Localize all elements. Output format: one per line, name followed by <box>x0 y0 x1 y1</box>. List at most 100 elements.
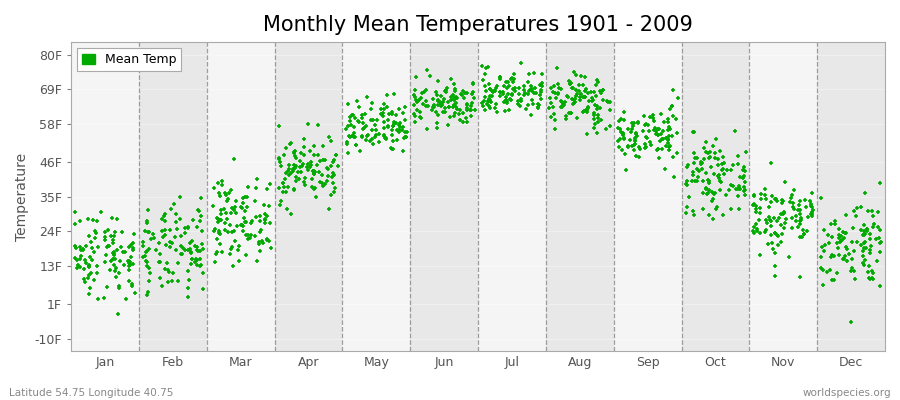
Point <box>140 228 155 235</box>
Point <box>632 154 646 160</box>
Point <box>531 104 545 110</box>
Point <box>74 253 88 259</box>
Point <box>348 114 363 121</box>
Point <box>554 98 569 105</box>
Point <box>520 102 535 108</box>
Point <box>453 107 467 114</box>
Point <box>554 104 568 110</box>
Point <box>732 205 746 212</box>
Point <box>654 130 669 137</box>
Point <box>482 105 497 112</box>
Point <box>695 166 709 172</box>
Point <box>460 118 474 125</box>
Point <box>87 249 102 256</box>
Point <box>378 134 392 141</box>
Point <box>827 252 842 259</box>
Point <box>590 112 605 118</box>
Point <box>136 239 150 246</box>
Point <box>525 97 539 103</box>
Point <box>612 144 626 150</box>
Point <box>844 318 859 325</box>
Point <box>662 133 677 140</box>
Point <box>702 154 716 161</box>
Point <box>347 134 362 140</box>
Point <box>240 204 255 210</box>
Point <box>863 246 878 253</box>
Point <box>728 128 742 134</box>
Point <box>521 91 535 97</box>
Point <box>321 206 336 212</box>
Point <box>738 191 752 198</box>
Point <box>409 94 423 100</box>
Point <box>236 222 250 229</box>
Point <box>873 240 887 246</box>
Point <box>249 258 264 264</box>
Point <box>110 246 124 253</box>
Point <box>73 264 87 270</box>
Point <box>504 75 518 82</box>
Point <box>304 162 319 168</box>
Point <box>381 116 395 123</box>
Point <box>576 81 590 88</box>
Point <box>616 131 630 137</box>
Point <box>237 215 251 221</box>
Point <box>320 166 335 172</box>
Point <box>171 278 185 284</box>
Point <box>356 120 370 126</box>
Point <box>396 109 410 116</box>
Point <box>140 262 155 269</box>
Point <box>651 132 665 138</box>
Point <box>138 253 152 259</box>
Point <box>652 138 667 145</box>
Bar <box>207 42 274 351</box>
Point <box>395 126 410 133</box>
Point <box>431 102 446 108</box>
Point <box>729 186 743 192</box>
Point <box>701 176 716 183</box>
Point <box>184 249 198 256</box>
Point <box>621 142 635 149</box>
Point <box>612 118 626 124</box>
Point <box>215 178 230 184</box>
Point <box>226 263 240 269</box>
Point <box>691 174 706 180</box>
Point <box>644 139 658 145</box>
Point <box>790 207 805 214</box>
Point <box>761 204 776 210</box>
Point <box>772 215 787 221</box>
Point <box>738 179 752 185</box>
Point <box>562 81 577 87</box>
Point <box>122 260 137 266</box>
Point <box>787 206 801 212</box>
Point <box>650 131 664 137</box>
Point <box>107 252 122 258</box>
Point <box>263 181 277 187</box>
Point <box>419 67 434 74</box>
Point <box>776 210 790 217</box>
Bar <box>139 42 207 351</box>
Point <box>720 167 734 174</box>
Point <box>387 90 401 97</box>
Point <box>513 96 527 102</box>
Point <box>616 134 631 141</box>
Point <box>701 190 716 196</box>
Point <box>501 107 516 114</box>
Point <box>222 222 237 228</box>
Point <box>449 104 464 110</box>
Point <box>152 251 166 258</box>
Point <box>306 168 320 175</box>
Point <box>286 185 301 192</box>
Point <box>315 179 329 186</box>
Point <box>408 118 422 125</box>
Point <box>665 103 680 109</box>
Point <box>455 92 470 98</box>
Point <box>116 249 130 255</box>
Point <box>824 252 839 259</box>
Point <box>651 146 665 153</box>
Point <box>749 209 763 216</box>
Point <box>122 244 136 250</box>
Point <box>613 136 627 142</box>
Point <box>686 169 700 175</box>
Point <box>212 230 226 236</box>
Point <box>287 148 302 154</box>
